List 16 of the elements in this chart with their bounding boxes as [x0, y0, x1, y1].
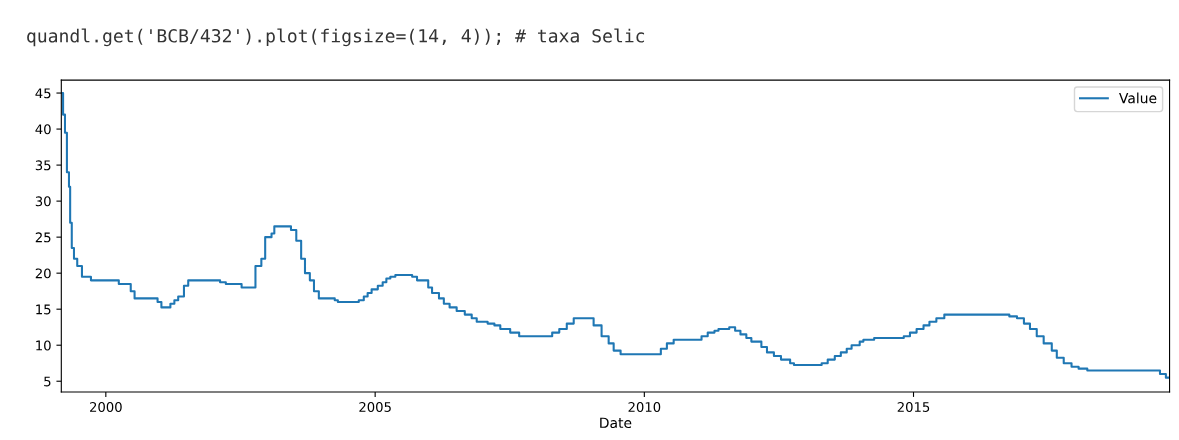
y-tick-label: 15: [36, 304, 51, 315]
y-tick-label: 25: [35, 232, 51, 243]
x-tick-label: 2005: [359, 402, 391, 412]
legend-label: Value: [1119, 92, 1157, 104]
y-tick-label: 5: [44, 376, 51, 387]
y-tick-label: 45: [35, 88, 51, 99]
y-tick-label: 35: [35, 160, 51, 171]
y-tick-label: 30: [35, 196, 51, 207]
text: quandl.get('BCB/432').plot(figsize=(14, 4)); # taxa Selic: [27, 28, 645, 47]
y-tick-label: 20: [35, 268, 51, 279]
x-tick-label: 2010: [628, 402, 661, 412]
x-tick-label: 2000: [90, 402, 122, 412]
x-tick-label: 2015: [897, 402, 930, 412]
x-axis-title: Date: [600, 417, 632, 429]
y-tick-label: 40: [35, 124, 51, 135]
y-tick-label: 10: [36, 340, 51, 351]
